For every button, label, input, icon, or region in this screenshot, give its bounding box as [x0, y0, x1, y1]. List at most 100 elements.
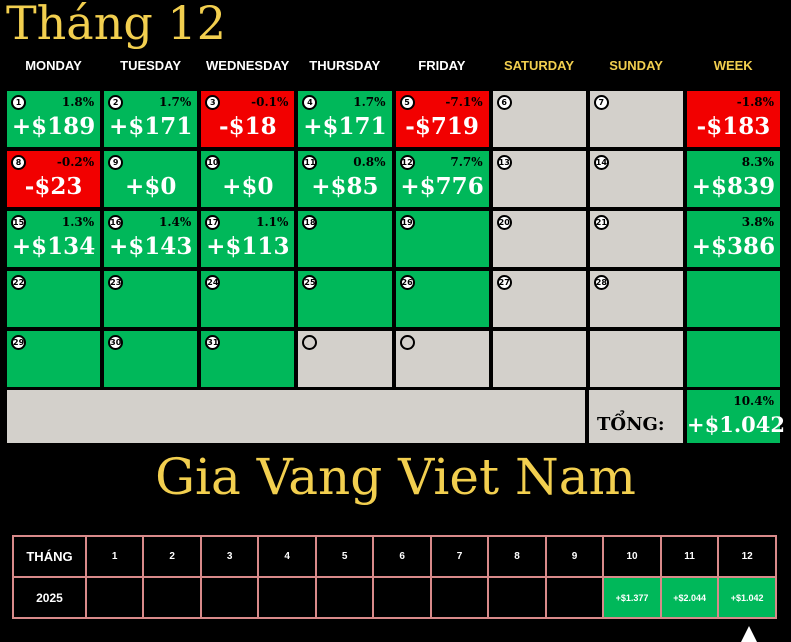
day-cell[interactable]: 7: [587, 89, 685, 149]
day-cell[interactable]: [393, 329, 491, 389]
day-cell[interactable]: 14: [587, 149, 685, 209]
day-number: 4: [302, 95, 318, 110]
day-cell[interactable]: 1 1.8% +$189: [5, 89, 103, 149]
day-cell[interactable]: 13: [490, 149, 588, 209]
total-label-cell: TỔNG:: [587, 388, 685, 445]
calendar-grid: 1 1.8% +$189 2 1.7% +$171 3 -0.1% -$18 4 1.7% +$171…: [5, 89, 782, 389]
header-tuesday: TUESDAY: [120, 58, 182, 73]
day-cell[interactable]: 19: [393, 209, 491, 269]
day-amount: +$171: [109, 113, 193, 140]
day-percent: 1.7%: [158, 95, 192, 109]
day-amount: -$183: [696, 113, 771, 140]
day-number: 29: [11, 335, 26, 350]
day-number: 10: [205, 155, 221, 170]
day-amount: +$85: [311, 173, 379, 200]
day-number: 11: [302, 155, 318, 170]
day-cell[interactable]: 31: [199, 329, 297, 389]
day-cell[interactable]: 23: [102, 269, 200, 329]
day-percent: 0.8%: [353, 155, 386, 169]
day-cell[interactable]: 20: [490, 209, 588, 269]
day-cell[interactable]: 26: [393, 269, 491, 329]
total-amount: +$1.042: [687, 412, 785, 437]
month-value: [429, 576, 490, 619]
day-number: [302, 335, 318, 350]
week-total-cell[interactable]: 8.3% +$839: [684, 149, 782, 209]
month-value: [372, 576, 432, 619]
day-amount: +$0: [222, 173, 274, 200]
day-number: 17: [205, 215, 221, 230]
day-amount: -$18: [219, 113, 277, 140]
day-cell[interactable]: 25: [296, 269, 394, 329]
month-header: 6: [372, 535, 432, 578]
month-value: [544, 576, 605, 619]
day-amount: +$189: [11, 113, 96, 140]
day-number: 28: [593, 275, 609, 290]
day-number: 19: [399, 215, 415, 230]
day-cell[interactable]: 15 1.3% +$134: [5, 209, 103, 269]
header-thursday: THURSDAY: [309, 58, 381, 73]
day-cell[interactable]: 9 +$0: [102, 149, 200, 209]
month-header: 12: [717, 535, 777, 578]
day-cell[interactable]: 30: [102, 329, 200, 389]
day-cell[interactable]: 18: [296, 209, 394, 269]
day-number: 15: [11, 215, 26, 230]
day-cell[interactable]: 10 +$0: [199, 149, 297, 209]
day-amount: +$776: [400, 173, 484, 200]
cursor-arrow-icon: [741, 626, 757, 642]
day-cell[interactable]: [490, 329, 588, 389]
day-number: 23: [108, 275, 124, 290]
subtitle: Gia Vang Viet Nam: [155, 448, 636, 506]
day-cell[interactable]: 22: [5, 269, 103, 329]
day-cell[interactable]: 4 1.7% +$171: [296, 89, 394, 149]
yearly-table: THÁNG 1 2 3 4 5 6 7 8 9 10 11 12 2025 +$1.377 +$2.044 +…: [12, 535, 777, 619]
week-total-cell[interactable]: [684, 329, 782, 389]
week-total-cell[interactable]: 3.8% +$386: [684, 209, 782, 269]
day-number: 5: [399, 95, 415, 110]
week-total-cell[interactable]: [684, 269, 782, 329]
total-pct: 10.4%: [733, 394, 774, 408]
day-cell[interactable]: [587, 329, 685, 389]
day-number: 12: [399, 155, 415, 170]
month-header: 1: [84, 535, 145, 578]
day-cell[interactable]: 21: [587, 209, 685, 269]
day-cell[interactable]: 17 1.1% +$113: [199, 209, 297, 269]
day-number: 14: [593, 155, 609, 170]
total-label: TỔNG:: [597, 414, 665, 435]
week-total-cell[interactable]: -1.8% -$183: [684, 89, 782, 149]
month-header: 9: [544, 535, 605, 578]
day-cell[interactable]: 28: [587, 269, 685, 329]
day-cell[interactable]: 27: [490, 269, 588, 329]
day-cell[interactable]: 3 -0.1% -$18: [199, 89, 297, 149]
day-cell[interactable]: 11 0.8% +$85: [296, 149, 394, 209]
month-header: 2: [142, 535, 202, 578]
month-header: 10: [602, 535, 662, 578]
day-percent: -0.1%: [251, 95, 289, 109]
day-percent: -7.1%: [445, 95, 483, 109]
day-number: [399, 335, 415, 350]
day-cell[interactable]: 12 7.7% +$776: [393, 149, 491, 209]
month-header: 11: [659, 535, 720, 578]
day-percent: -0.2%: [56, 155, 95, 169]
day-cell[interactable]: 6: [490, 89, 588, 149]
day-percent: 7.7%: [450, 155, 483, 169]
day-number: 27: [496, 275, 512, 290]
day-cell[interactable]: [296, 329, 394, 389]
day-number: 26: [399, 275, 415, 290]
day-number: 8: [11, 155, 26, 170]
day-cell[interactable]: 29: [5, 329, 103, 389]
day-cell[interactable]: 8 -0.2% -$23: [5, 149, 103, 209]
day-amount: +$113: [206, 233, 290, 260]
month-value: [199, 576, 260, 619]
day-cell[interactable]: 5 -7.1% -$719: [393, 89, 491, 149]
day-cell[interactable]: 16 1.4% +$143: [102, 209, 200, 269]
header-wednesday: WEDNESDAY: [206, 58, 290, 73]
day-cell[interactable]: 2 1.7% +$171: [102, 89, 200, 149]
day-number: 24: [205, 275, 221, 290]
day-percent: 1.8%: [61, 95, 95, 109]
day-cell[interactable]: 24: [199, 269, 297, 329]
day-amount: +$171: [303, 113, 387, 140]
day-percent: 1.7%: [353, 95, 386, 109]
day-number: 2: [108, 95, 124, 110]
month-value: [142, 576, 202, 619]
day-amount: +$134: [11, 233, 96, 260]
